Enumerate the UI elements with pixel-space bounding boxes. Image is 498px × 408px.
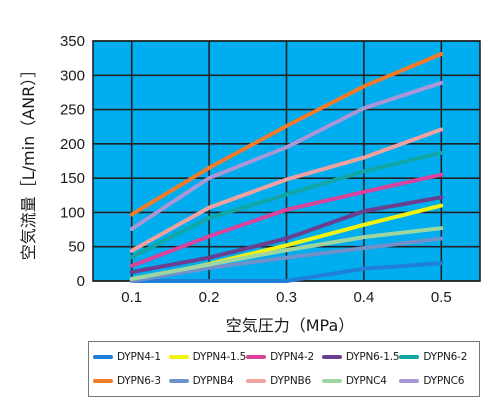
legend-label: DYPN4-1.5 — [192, 351, 247, 363]
legend-label: DYPNC6 — [423, 375, 465, 387]
series-line-dypn4-1 — [129, 261, 444, 283]
y-tick-labels: 0 50 100 150 200 250 300 350 — [60, 33, 85, 290]
legend-swatch — [399, 355, 420, 359]
legend-swatch — [246, 379, 267, 383]
x-tick-labels: 0.1 0.2 0.3 0.4 0.5 — [121, 289, 451, 306]
x-axis-label: 空気圧力（MPa） — [226, 316, 355, 335]
legend-item: DYPN4-1 — [93, 351, 169, 363]
x-tick-label: 0.1 — [121, 289, 142, 306]
legend-swatch — [246, 355, 267, 359]
legend-swatch — [168, 379, 189, 383]
y-tick-label: 0 — [77, 273, 85, 290]
y-tick-label: 250 — [60, 102, 85, 119]
legend-label: DYPN4-2 — [270, 351, 315, 363]
legend-label: DYPN6-1.5 — [345, 351, 400, 363]
y-tick-label: 350 — [60, 33, 85, 50]
legend-swatch — [321, 379, 342, 383]
legend-label: DYPNB4 — [192, 375, 234, 387]
series-line-dypn6-2 — [129, 150, 444, 259]
legend-item: DYPNB4 — [168, 375, 246, 387]
legend-label: DYPN4-1 — [117, 351, 161, 363]
y-tick-label: 100 — [60, 204, 85, 221]
legend-item: DYPNC4 — [321, 375, 399, 387]
legend-swatch — [93, 355, 113, 359]
legend-swatch — [93, 379, 113, 383]
series-line-dypnc4 — [129, 226, 444, 281]
y-axis-label: 空気流量［L/min（ANR）］ — [19, 62, 38, 261]
legend-swatch — [168, 355, 189, 359]
series-lines — [129, 52, 444, 283]
series-line-dypn4-2 — [129, 172, 444, 268]
legend-item: DYPN4-1.5 — [168, 351, 247, 363]
legend-item: DYPN6-2 — [399, 351, 475, 363]
y-tick-label: 200 — [60, 136, 85, 153]
legend-item: DYPN4-2 — [246, 351, 322, 363]
x-tick-label: 0.4 — [353, 289, 374, 306]
series-line-dypnb4 — [129, 236, 444, 283]
legend-label: DYPN6-3 — [117, 375, 161, 387]
series-line-dypnb6 — [129, 127, 444, 253]
series-line-dypn6-3 — [129, 52, 444, 217]
legend-item: DYPNB6 — [246, 375, 322, 387]
y-tick-label: 300 — [60, 67, 85, 84]
legend-label: DYPNB6 — [270, 375, 311, 387]
legend-swatch — [399, 379, 420, 383]
x-tick-label: 0.3 — [276, 289, 297, 306]
legend-item: DYPNC6 — [399, 375, 475, 387]
y-tick-label: 150 — [60, 170, 85, 187]
series-line-dypnc6 — [129, 80, 444, 231]
legend-item: DYPN6-3 — [93, 375, 169, 387]
y-tick-label: 50 — [68, 239, 85, 256]
legend-label: DYPNC4 — [345, 375, 387, 387]
x-tick-label: 0.2 — [199, 289, 220, 306]
legend-label: DYPN6-2 — [423, 351, 468, 363]
x-tick-label: 0.5 — [431, 289, 452, 306]
legend: DYPN4-1 DYPN4-1.5 DYPN4-2 DYPN6-1.5 DYPN6-2 D… — [88, 341, 480, 397]
legend-item: DYPN6-1.5 — [321, 351, 400, 363]
legend-swatch — [321, 355, 342, 359]
series-line-dypn6-1-5 — [129, 195, 444, 275]
